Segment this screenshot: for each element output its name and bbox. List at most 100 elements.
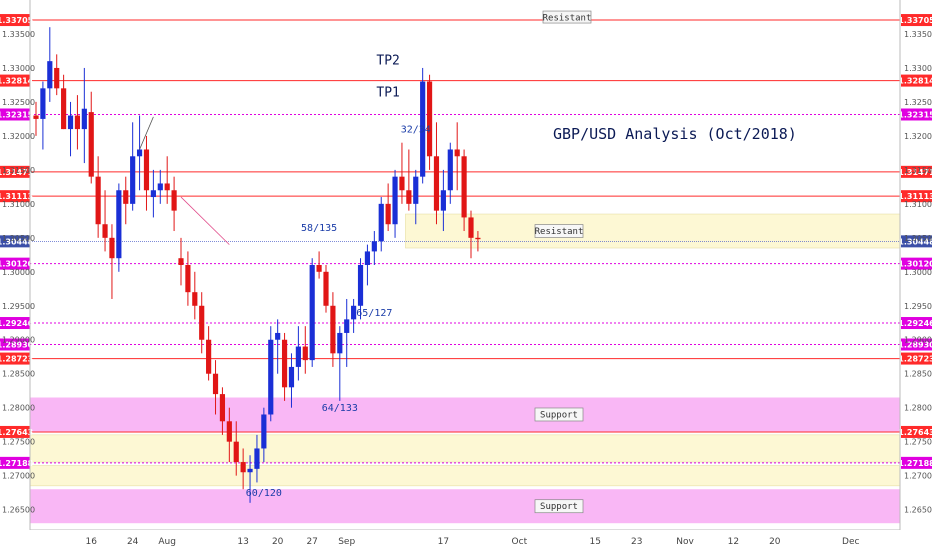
left-level-badge <box>0 338 30 351</box>
left-level-badge <box>0 235 30 248</box>
candle-body <box>440 190 446 211</box>
candle-body <box>67 115 74 130</box>
candle-body <box>323 271 329 306</box>
candle-body <box>88 112 94 177</box>
candle-body <box>254 448 260 469</box>
right-level-label: 1.30120 <box>898 260 932 269</box>
left-axis-tick: 1.28500 <box>2 370 35 379</box>
right-level-label: 1.28723 <box>898 355 932 364</box>
left-level-label: 1.31471 <box>0 168 34 177</box>
candle-body <box>385 203 391 225</box>
right-level-badge <box>901 165 932 178</box>
level-lines-layer <box>30 19 900 464</box>
candle-body <box>364 251 371 265</box>
take-profit-label: TP1 <box>376 85 399 100</box>
candle-body <box>81 108 87 130</box>
right-axis-tick: 1.30000 <box>904 268 932 277</box>
left-axis-tick: 1.28000 <box>2 404 35 413</box>
time-axis-tick: 20 <box>272 537 284 547</box>
candle-body <box>185 265 191 293</box>
right-level-badge <box>901 235 932 248</box>
candle-body <box>351 305 357 320</box>
left-level-badge <box>0 190 30 203</box>
candle-body <box>344 319 350 333</box>
right-level-label: 1.32814 <box>898 77 932 86</box>
candle-body <box>212 373 219 395</box>
candle-body <box>475 237 481 240</box>
time-axis-tick: 16 <box>86 537 98 547</box>
time-axis-tick: 24 <box>127 537 139 547</box>
left-level-badge <box>0 425 30 438</box>
left-axis-tick: 1.32000 <box>2 132 35 141</box>
time-axis-tick: 13 <box>237 537 248 547</box>
left-level-label: 1.30120 <box>0 260 34 269</box>
candle-body <box>337 332 343 354</box>
wave-count-label: 32/34 <box>401 125 431 136</box>
left-level-badge <box>0 257 30 270</box>
candle-body <box>95 176 101 225</box>
candle-body <box>420 81 426 177</box>
wave-count-label: 58/135 <box>301 223 337 234</box>
candle-body <box>233 441 239 463</box>
candle-body <box>268 339 274 415</box>
candle-body <box>295 346 301 367</box>
zone-label-box <box>534 499 584 514</box>
right-level-badge <box>901 108 932 121</box>
candle-body <box>309 265 315 361</box>
right-axis-tick: 1.27000 <box>904 472 932 481</box>
candle-body <box>468 217 474 238</box>
left-axis-tick: 1.26500 <box>2 506 35 515</box>
left-axis-tick: 1.33000 <box>2 64 35 73</box>
left-level-badge <box>0 456 30 469</box>
right-level-label: 1.29246 <box>898 319 932 328</box>
candle-body <box>247 468 253 473</box>
right-level-badge <box>901 317 932 330</box>
zone-neutral <box>29 465 901 487</box>
time-axis-tick: 15 <box>590 537 601 547</box>
candle-body <box>288 366 295 388</box>
candle-body <box>371 241 377 252</box>
time-axis-tick: 17 <box>438 537 449 547</box>
left-axis-tick: 1.31500 <box>2 166 35 175</box>
left-axis-tick: 1.29500 <box>2 302 35 311</box>
time-axis: 16 24 Aug 13 20 27 Sep 17 Oct 15 23 Nov 12 20 Dec <box>0 529 932 550</box>
zone-label-box <box>534 224 584 238</box>
left-level-badge <box>0 74 30 87</box>
zone-label-box <box>534 407 584 422</box>
zone-neutral <box>405 213 901 249</box>
candle-body <box>130 156 136 204</box>
right-level-badge <box>901 14 932 27</box>
candle-body <box>102 224 108 238</box>
right-price-axis: 1.33705 1.32814 1.32315 1.31471 1.31113 1.304… <box>898 0 932 530</box>
candle-body <box>357 265 364 306</box>
left-level-badge <box>0 317 30 330</box>
right-level-label: 1.30448 <box>898 237 932 246</box>
candle-body <box>413 176 419 204</box>
candle-body <box>261 414 267 449</box>
candle-body <box>330 305 336 354</box>
candle-body <box>219 394 226 422</box>
zone-label: Support <box>540 502 578 512</box>
right-axis-tick: 1.26500 <box>904 506 932 515</box>
right-level-badge <box>901 338 932 351</box>
trend-arrows <box>139 116 230 245</box>
right-axis-tick: 1.28500 <box>904 370 932 379</box>
candle-body <box>40 88 46 119</box>
zone-support <box>30 397 900 432</box>
candle-body <box>406 190 412 204</box>
left-axis-tick: 1.30500 <box>2 234 35 243</box>
left-level-badge <box>0 352 30 365</box>
time-axis-tick: Sep <box>338 537 355 547</box>
right-level-badge <box>901 190 932 203</box>
time-axis-tick: Oct <box>512 537 528 547</box>
right-axis-tick: 1.33000 <box>904 64 932 73</box>
time-axis-tick: 27 <box>306 537 317 547</box>
time-axis-tick: 12 <box>728 537 739 547</box>
time-axis-tick: Dec <box>842 537 859 547</box>
right-axis-tick: 1.33500 <box>904 30 932 39</box>
left-axis-tick: 1.32500 <box>2 98 35 107</box>
candle-body <box>399 176 405 191</box>
candle-body <box>54 67 60 89</box>
right-axis-tick: 1.29500 <box>904 302 932 311</box>
